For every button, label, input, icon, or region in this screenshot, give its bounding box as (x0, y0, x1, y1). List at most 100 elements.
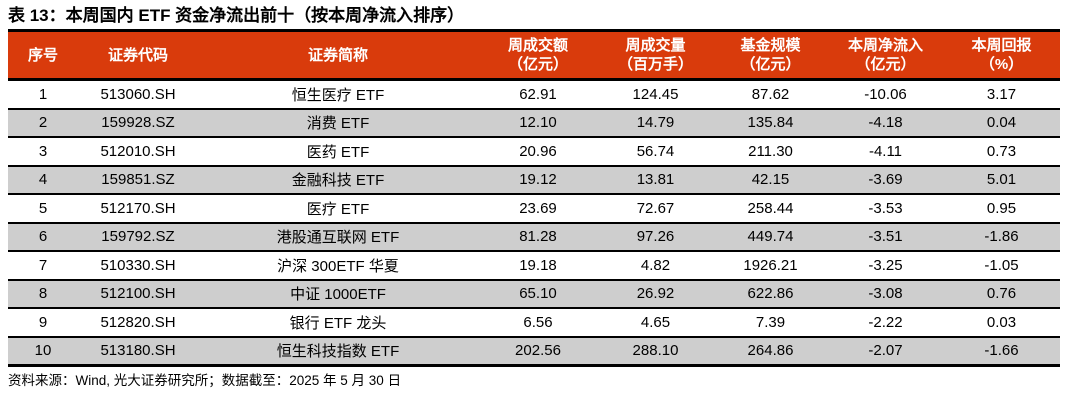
cell-weekly_turnover: 23.69 (478, 194, 598, 224)
cell-weekly_net_inflow: -3.51 (828, 222, 943, 252)
cell-fund_size: 449.74 (713, 222, 828, 252)
cell-code: 510330.SH (78, 251, 198, 281)
column-header-code: 证券代码 (78, 29, 198, 81)
column-label: 证券简称 (307, 46, 368, 64)
cell-weekly_return: 0.76 (943, 279, 1060, 309)
cell-name: 医疗 ETF (198, 194, 478, 224)
column-header-rank: 序号 (8, 29, 78, 81)
cell-rank: 6 (8, 222, 78, 252)
column-unit: （亿元） (740, 56, 801, 73)
column-unit: （亿元） (507, 56, 568, 73)
cell-weekly_net_inflow: -3.25 (828, 251, 943, 281)
cell-weekly_return: 5.01 (943, 165, 1060, 195)
column-label: 基金规模 (740, 37, 801, 54)
cell-code: 159851.SZ (78, 165, 198, 195)
table-row: 7 510330.SH 沪深 300ETF 华夏 19.18 4.82 1926.21 -3… (8, 251, 1060, 281)
cell-weekly_net_inflow: -4.11 (828, 137, 943, 167)
cell-rank: 8 (8, 279, 78, 309)
column-label: 本周净流入 (847, 37, 923, 54)
source-note: 资料来源：Wind, 光大证券研究所；数据截至：2025 年 5 月 30 日 (8, 373, 402, 388)
cell-name: 恒生科技指数 ETF (198, 336, 478, 367)
column-label: 本周回报 (971, 37, 1032, 54)
etf-outflow-report: 表 13：本周国内 ETF 资金净流出前十（按本周净流入排序） 序号 证券代码 … (8, 6, 1060, 388)
cell-weekly_return: 0.04 (943, 108, 1060, 138)
cell-code: 512100.SH (78, 279, 198, 309)
column-header-weekly-net-inflow: 本周净流入 （亿元） (828, 29, 943, 81)
table-row: 3 512010.SH 医药 ETF 20.96 56.74 211.30 -4.11 0.7… (8, 137, 1060, 167)
cell-weekly_turnover: 202.56 (478, 336, 598, 367)
table-title: 表 13：本周国内 ETF 资金净流出前十（按本周净流入排序） (8, 6, 465, 25)
cell-weekly_net_inflow: -10.06 (828, 79, 943, 110)
cell-code: 512170.SH (78, 194, 198, 224)
cell-weekly_return: 0.03 (943, 308, 1060, 338)
cell-code: 159928.SZ (78, 108, 198, 138)
cell-weekly_volume: 72.67 (598, 194, 713, 224)
cell-weekly_volume: 13.81 (598, 165, 713, 195)
cell-weekly_turnover: 12.10 (478, 108, 598, 138)
cell-fund_size: 1926.21 (713, 251, 828, 281)
table-row: 8 512100.SH 中证 1000ETF 65.10 26.92 622.86 -3.0… (8, 279, 1060, 309)
cell-fund_size: 7.39 (713, 308, 828, 338)
cell-name: 消费 ETF (198, 108, 478, 138)
column-unit: （亿元） (855, 56, 916, 73)
cell-weekly_volume: 288.10 (598, 336, 713, 367)
column-label: 周成交量 (625, 37, 686, 54)
column-unit: （%） (979, 56, 1024, 73)
column-header-name: 证券简称 (198, 29, 478, 81)
header-row: 序号 证券代码 证券简称 周成交额 （亿元） 周成交量 （百万手） (8, 29, 1060, 81)
cell-rank: 9 (8, 308, 78, 338)
table-row: 6 159792.SZ 港股通互联网 ETF 81.28 97.26 449.74 -3.5… (8, 222, 1060, 252)
cell-fund_size: 211.30 (713, 137, 828, 167)
cell-weekly_volume: 97.26 (598, 222, 713, 252)
column-header-weekly-volume: 周成交量 （百万手） (598, 29, 713, 81)
cell-code: 512820.SH (78, 308, 198, 338)
cell-weekly_volume: 4.82 (598, 251, 713, 281)
table-row: 9 512820.SH 银行 ETF 龙头 6.56 4.65 7.39 -2.22 0.03 (8, 308, 1060, 338)
cell-weekly_turnover: 81.28 (478, 222, 598, 252)
cell-weekly_volume: 56.74 (598, 137, 713, 167)
column-label: 周成交额 (507, 37, 568, 54)
column-label: 序号 (27, 46, 58, 64)
cell-weekly_return: 3.17 (943, 79, 1060, 110)
cell-rank: 5 (8, 194, 78, 224)
cell-weekly_net_inflow: -2.22 (828, 308, 943, 338)
cell-weekly_volume: 124.45 (598, 79, 713, 110)
cell-name: 沪深 300ETF 华夏 (198, 251, 478, 281)
cell-weekly_volume: 4.65 (598, 308, 713, 338)
table-row: 1 513060.SH 恒生医疗 ETF 62.91 124.45 87.62 -10.06… (8, 79, 1060, 110)
cell-code: 512010.SH (78, 137, 198, 167)
cell-rank: 4 (8, 165, 78, 195)
cell-weekly_return: -1.05 (943, 251, 1060, 281)
column-header-weekly-return: 本周回报 （%） (943, 29, 1060, 81)
cell-weekly_return: 0.73 (943, 137, 1060, 167)
table-body: 1 513060.SH 恒生医疗 ETF 62.91 124.45 87.62 -10.06… (8, 79, 1060, 367)
cell-code: 513060.SH (78, 79, 198, 110)
cell-weekly_turnover: 6.56 (478, 308, 598, 338)
cell-weekly_return: -1.86 (943, 222, 1060, 252)
cell-name: 中证 1000ETF (198, 279, 478, 309)
cell-name: 恒生医疗 ETF (198, 79, 478, 110)
table-row: 4 159851.SZ 金融科技 ETF 19.12 13.81 42.15 -3.69 5.… (8, 165, 1060, 195)
cell-weekly_volume: 14.79 (598, 108, 713, 138)
cell-weekly_net_inflow: -3.69 (828, 165, 943, 195)
column-header-weekly-turnover: 周成交额 （亿元） (478, 29, 598, 81)
cell-weekly_net_inflow: -3.53 (828, 194, 943, 224)
cell-fund_size: 258.44 (713, 194, 828, 224)
etf-table: 序号 证券代码 证券简称 周成交额 （亿元） 周成交量 （百万手） (8, 29, 1060, 367)
table-row: 10 513180.SH 恒生科技指数 ETF 202.56 288.10 264.86-… (8, 336, 1060, 367)
cell-weekly_return: 0.95 (943, 194, 1060, 224)
cell-name: 港股通互联网 ETF (198, 222, 478, 252)
cell-name: 金融科技 ETF (198, 165, 478, 195)
cell-weekly_turnover: 65.10 (478, 279, 598, 309)
cell-fund_size: 42.15 (713, 165, 828, 195)
cell-weekly_turnover: 20.96 (478, 137, 598, 167)
cell-fund_size: 622.86 (713, 279, 828, 309)
cell-name: 医药 ETF (198, 137, 478, 167)
cell-name: 银行 ETF 龙头 (198, 308, 478, 338)
table-row: 2 159928.SZ 消费 ETF 12.10 14.79 135.84 -4.18 0.0… (8, 108, 1060, 138)
cell-weekly_net_inflow: -3.08 (828, 279, 943, 309)
cell-fund_size: 264.86 (713, 336, 828, 367)
cell-weekly_turnover: 19.18 (478, 251, 598, 281)
cell-rank: 10 (8, 336, 78, 367)
cell-rank: 2 (8, 108, 78, 138)
